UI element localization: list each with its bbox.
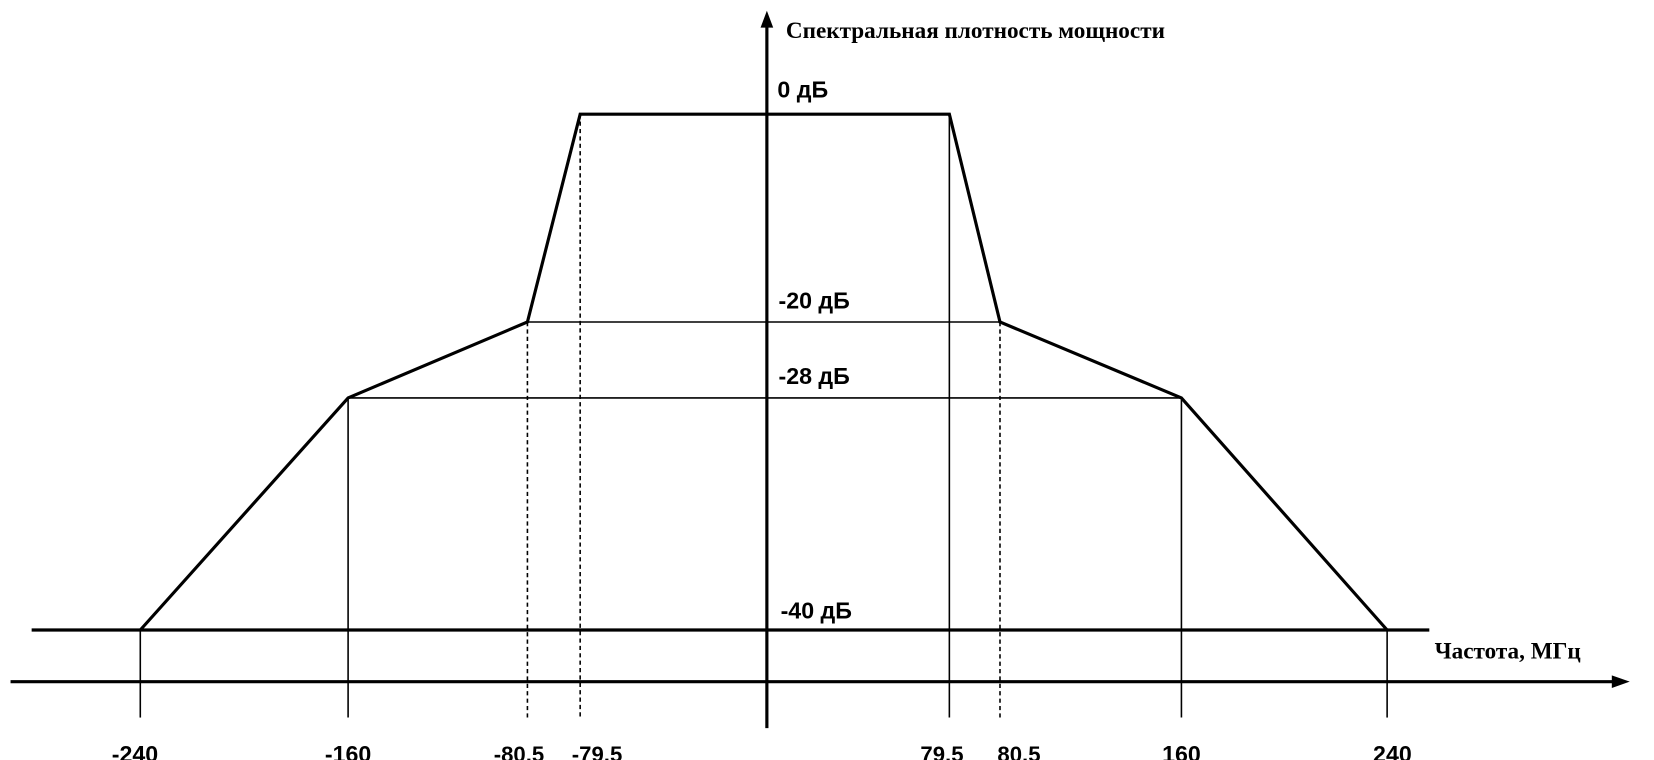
spectral-mask	[139, 112, 1389, 632]
frequency-label: 80,5	[997, 742, 1040, 760]
frequency-label: -80,5	[494, 742, 544, 760]
frequency-label: 160	[1162, 741, 1201, 760]
level-label: -40 дБ	[781, 597, 852, 623]
frequency-label: -160	[325, 741, 371, 760]
level-label: -20 дБ	[778, 287, 849, 313]
x-axis-arrow	[1611, 675, 1630, 689]
frequency-label: -79,5	[572, 742, 622, 760]
y-axis-label: Спектральная плотность мощности	[786, 18, 1165, 44]
level-label: 0 дБ	[777, 76, 828, 102]
frequency-label: -240	[112, 741, 158, 760]
y-axis-arrow	[760, 10, 774, 28]
frequency-label: 240	[1373, 741, 1412, 760]
x-axis-label: Частота, МГц	[1435, 638, 1581, 664]
level-label: -28 дБ	[778, 363, 849, 389]
frequency-label: 79,5	[920, 742, 963, 760]
drop-lines	[139, 114, 1388, 718]
